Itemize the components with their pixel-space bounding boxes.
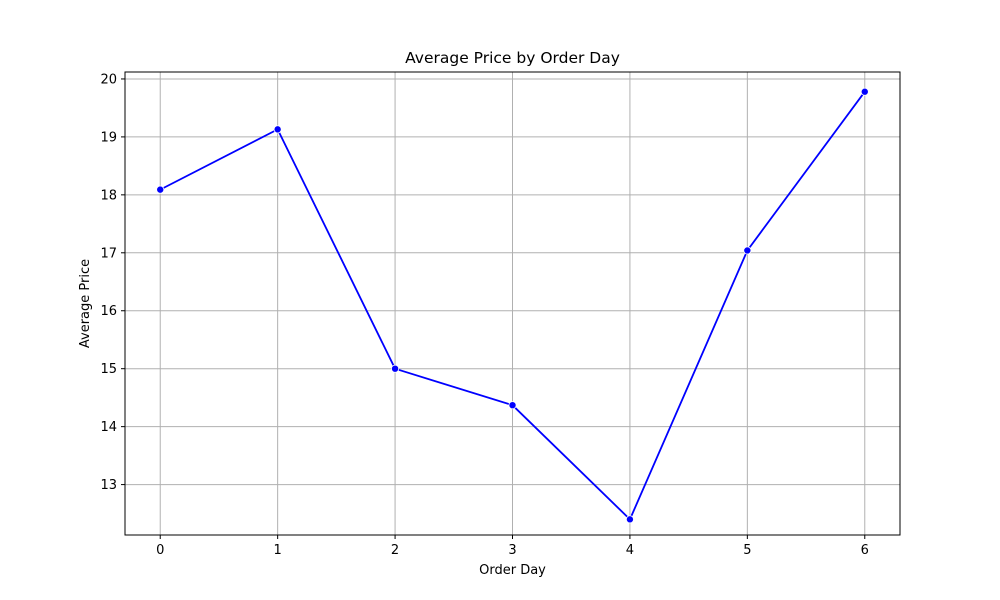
x-tick-label: 4 (626, 543, 634, 558)
data-point (625, 515, 634, 524)
y-tick-label: 17 (100, 246, 117, 261)
y-tick-label: 13 (100, 478, 117, 493)
grid-lines (125, 72, 900, 535)
data-point (860, 87, 869, 96)
chart-title: Average Price by Order Day (405, 49, 620, 67)
y-tick-label: 14 (100, 420, 117, 435)
y-tick-label: 15 (100, 362, 117, 377)
x-tick-label: 6 (861, 543, 869, 558)
data-point (273, 125, 282, 134)
data-point (156, 185, 165, 194)
x-tick-label: 5 (743, 543, 751, 558)
axis-ticks: 0 1 2 3 4 5 6 13 14 15 16 17 18 19 20 (100, 72, 868, 558)
x-axis-title: Order Day (479, 563, 546, 578)
x-tick-label: 2 (391, 543, 399, 558)
x-tick-label: 3 (508, 543, 516, 558)
y-tick-label: 20 (100, 72, 117, 87)
data-point (391, 364, 400, 373)
y-tick-label: 18 (100, 188, 117, 203)
y-tick-label: 16 (100, 304, 117, 319)
x-tick-label: 1 (274, 543, 282, 558)
y-axis-title: Average Price (78, 259, 93, 348)
y-tick-label: 19 (100, 130, 117, 145)
data-point (743, 246, 752, 255)
x-tick-label: 0 (156, 543, 164, 558)
data-point (508, 401, 517, 410)
plot-frame (124, 71, 901, 536)
series-layer (156, 87, 869, 524)
